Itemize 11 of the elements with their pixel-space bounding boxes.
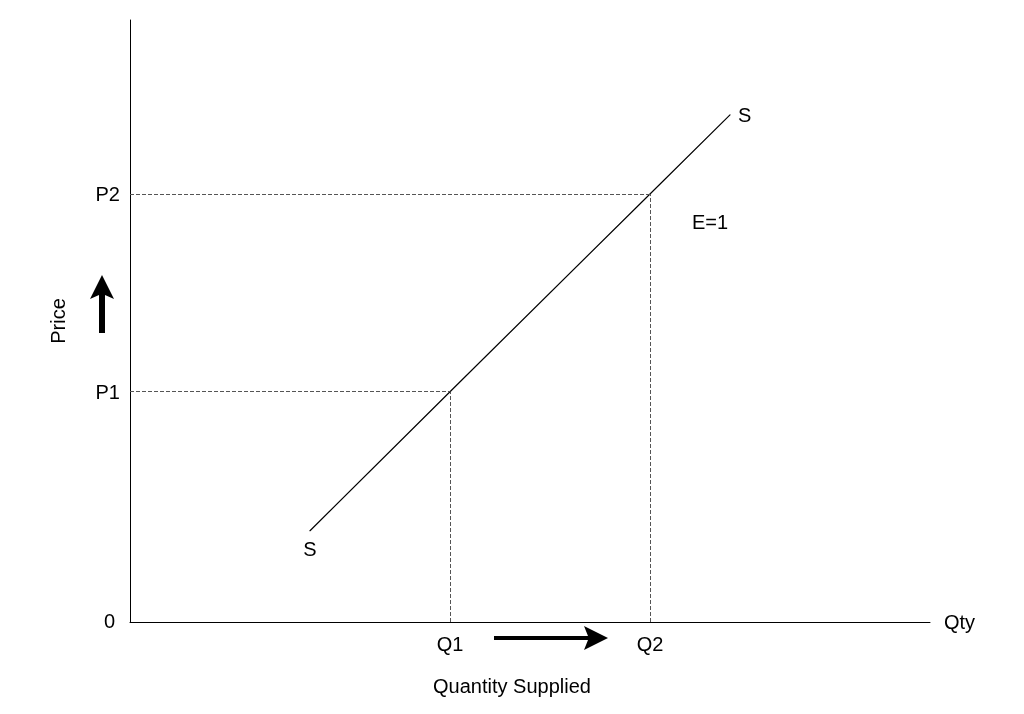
y-axis-title: Price — [47, 298, 69, 344]
ref-line-label: P2 — [95, 182, 120, 205]
annotation: E=1 — [692, 211, 729, 233]
text: 0 — [104, 610, 116, 632]
x-tick-label: Q1 — [436, 633, 464, 655]
text: S — [303, 537, 317, 560]
text: Quantity Supplied — [433, 675, 591, 697]
ref-line-label: P1 — [95, 380, 120, 403]
series-label: S — [738, 103, 752, 126]
x-tick-label: Q2 — [636, 633, 664, 655]
x-axis-title: Qty — [944, 611, 976, 633]
